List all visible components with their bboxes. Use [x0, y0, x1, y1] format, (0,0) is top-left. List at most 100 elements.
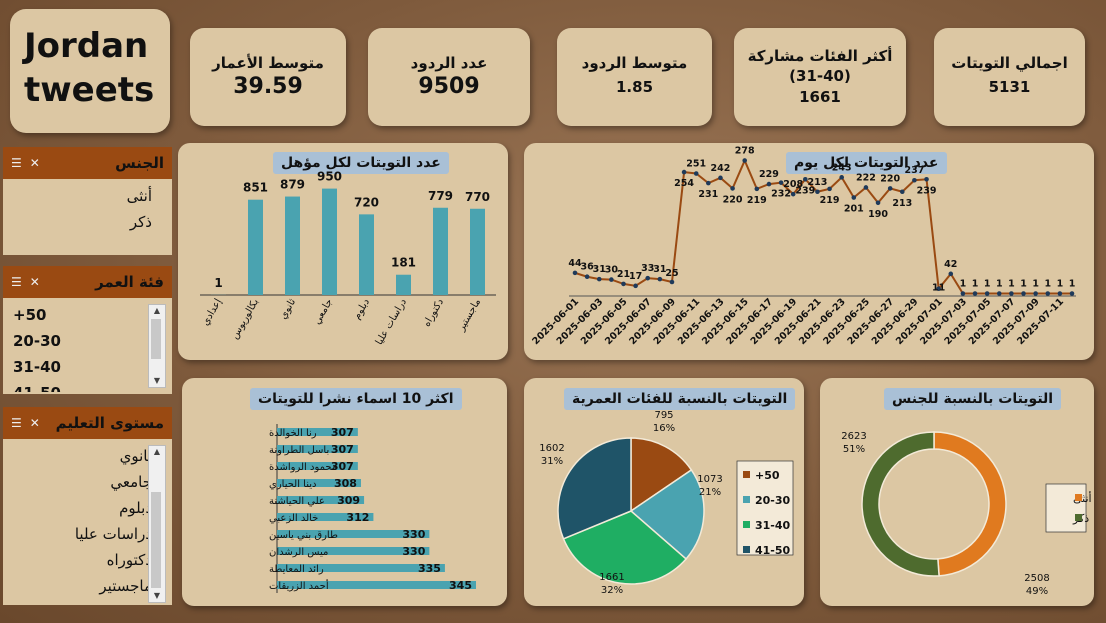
slicer-item[interactable]: 41-50 — [3, 380, 162, 392]
clear-filter-icon[interactable]: ✕ — [29, 416, 40, 430]
age-pie-panel: التويتات بالنسبة للفئات العمرية 795 16% 10… — [524, 378, 804, 606]
slicer-title: فئة العمر — [95, 273, 164, 291]
scroll-up-icon[interactable]: ▲ — [153, 306, 161, 315]
slicer-item[interactable]: ذكر — [129, 213, 152, 231]
slicer-item[interactable]: +50 — [13, 306, 47, 324]
bar — [277, 530, 430, 538]
data-label: 795 — [654, 410, 673, 421]
data-label: 309 — [337, 494, 360, 507]
bar — [433, 207, 448, 295]
multi-select-icon[interactable]: ☰ — [11, 156, 22, 170]
data-label: 232 — [771, 189, 791, 200]
kpi-range: (31-40) — [789, 67, 851, 85]
data-label: 779 — [428, 189, 453, 203]
data-label: 242 — [711, 163, 731, 174]
gender-pie-panel: التويتات بالنسبة للجنس 2508 49% 2623 51% أنث… — [820, 378, 1094, 606]
data-point — [815, 189, 820, 195]
data-label: 220 — [723, 194, 743, 205]
chart-title: عدد التويتات لكل يوم — [786, 152, 947, 174]
slicer-item[interactable]: 20-30 — [13, 332, 61, 350]
data-point — [803, 176, 808, 182]
scroll-thumb[interactable] — [151, 319, 161, 359]
bar — [470, 208, 485, 295]
data-label: 345 — [449, 579, 472, 592]
data-label: 330 — [402, 545, 425, 558]
bar — [277, 462, 358, 470]
data-point — [875, 200, 881, 206]
tick-label: ماجستير — [456, 297, 484, 334]
slicer-item[interactable]: جامعي — [110, 473, 152, 491]
pie-slice — [557, 437, 632, 540]
data-point — [924, 176, 929, 182]
data-label: 1 — [1044, 279, 1051, 290]
scroll-up-icon[interactable]: ▲ — [153, 447, 161, 456]
kpi-label: متوسط الردود — [581, 54, 688, 72]
data-label: 770 — [465, 190, 490, 204]
qualification-bar-chart: 1 إعدادي 851 بكالوريوس 879 ثانوي 950 جامعي 720 دب… — [200, 170, 496, 347]
data-label: 330 — [402, 528, 425, 541]
data-point — [669, 279, 675, 285]
data-point — [790, 191, 796, 197]
category-label: باسل الطراونة — [269, 445, 329, 456]
clear-filter-icon[interactable]: ✕ — [29, 156, 40, 170]
slicer-item[interactable]: دراسات عليا — [74, 525, 152, 543]
slicer-item[interactable]: ثانوي — [119, 447, 152, 465]
kpi-value: 1661 — [799, 88, 841, 106]
kpi-label: متوسط الأعمار — [212, 54, 324, 72]
data-point — [936, 286, 941, 292]
data-label: 239 — [795, 185, 815, 196]
scroll-down-icon[interactable]: ▼ — [153, 591, 161, 600]
slicer-item[interactable]: دبلوم — [119, 499, 152, 517]
data-point — [839, 175, 844, 180]
kpi-value: 1.85 — [616, 78, 654, 96]
data-point — [960, 291, 966, 296]
data-point — [572, 270, 578, 276]
multi-select-icon[interactable]: ☰ — [11, 275, 22, 289]
pie-slice — [630, 437, 693, 513]
data-point — [863, 185, 869, 190]
slicer-title: مستوى التعليم — [55, 414, 164, 432]
bar — [277, 479, 361, 487]
clear-filter-icon[interactable]: ✕ — [29, 275, 40, 289]
slicer-scrollbar[interactable]: ▲ ▼ — [148, 304, 166, 388]
data-label: 1 — [1020, 279, 1027, 290]
legend-swatch — [743, 521, 750, 528]
data-label: 1 — [1057, 279, 1064, 290]
bar — [322, 188, 337, 295]
data-point — [693, 171, 699, 176]
data-point — [633, 283, 638, 289]
slicer-scrollbar[interactable]: ▲ ▼ — [148, 445, 166, 603]
slicer-item[interactable]: ماجستير — [99, 577, 152, 595]
kpi-label: أكثر الفئات مشاركة — [747, 47, 893, 65]
data-label: 229 — [759, 169, 779, 180]
bar — [248, 199, 263, 295]
data-point — [827, 186, 832, 192]
slicer-items: ثانوي جامعي دبلوم دراسات عليا دكتوراه ما… — [3, 439, 172, 599]
slicer-items: +50 20-30 31-40 41-50 — [3, 298, 172, 392]
data-label: 1 — [214, 276, 222, 290]
chart-title: التويتات بالنسبة للفئات العمرية — [564, 388, 796, 410]
scroll-down-icon[interactable]: ▼ — [153, 376, 161, 385]
data-point — [766, 181, 772, 187]
slicer-item[interactable]: 31-40 — [13, 358, 61, 376]
scroll-thumb[interactable] — [151, 492, 161, 588]
category-label: رنا الخوالدة — [269, 428, 317, 439]
top-names-panel: اكثر 10 اسماء نشرا للتويتات 307 رنا الخوا… — [182, 378, 507, 606]
multi-select-icon[interactable]: ☰ — [11, 416, 22, 430]
data-label: 1602 — [539, 443, 564, 454]
data-point — [754, 186, 760, 192]
daily-chart-panel: عدد التويتات لكل يوم 44 36 31 30 21 17 33 31 25 2… — [524, 143, 1094, 360]
data-label: 312 — [346, 511, 369, 524]
pie-slice — [562, 510, 688, 585]
data-point — [1033, 291, 1038, 296]
data-point — [584, 274, 590, 280]
slicer-item[interactable]: أنثى — [126, 187, 152, 205]
slicer-item[interactable]: دكتوراه — [106, 551, 152, 569]
data-point — [1069, 291, 1075, 296]
kpi-avg-age: متوسط الأعمار 39.59 — [190, 28, 346, 126]
tick-label: ثانوي — [278, 297, 298, 321]
category-label: محمود الرواشدة — [269, 462, 337, 473]
data-point — [1009, 291, 1014, 296]
category-label: طارق بني ياسين — [269, 530, 338, 541]
